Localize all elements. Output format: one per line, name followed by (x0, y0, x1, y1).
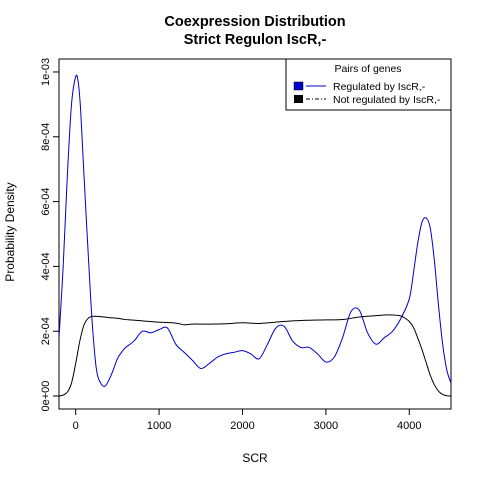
legend-title: Pairs of genes (334, 63, 401, 75)
x-axis: 0 1000 2000 3000 4000 (73, 409, 422, 432)
legend-swatch-regulated (293, 81, 304, 91)
legend-swatch-not-regulated (294, 95, 303, 103)
plot-frame (58, 58, 452, 410)
x-tick-label: 4000 (397, 420, 421, 432)
legend-label-not-regulated: Not regulated by IscR,- (333, 94, 441, 106)
x-tick-label: 2000 (230, 420, 254, 432)
legend-label-regulated: Regulated by IscR,- (333, 81, 426, 93)
y-axis: 0e+00 2e-04 4e-04 6e-04 8e-04 1e-03 (40, 58, 59, 412)
chart-subtitle: Strict Regulon IscR,- (184, 32, 327, 48)
y-tick-label: 6e-04 (40, 188, 52, 216)
series-line-regulated (59, 74, 451, 387)
x-tick-label: 0 (73, 420, 79, 432)
x-tick-label: 3000 (314, 420, 338, 432)
x-axis-label: SCR (242, 451, 268, 465)
legend: Pairs of genes Regulated by IscR,- Not r… (285, 58, 452, 111)
y-tick-label: 0e+00 (40, 381, 52, 412)
y-axis-label: Probability Density (3, 182, 17, 281)
x-tick-label: 1000 (147, 420, 171, 432)
chart-title: Coexpression Distribution (164, 14, 345, 30)
y-tick-label: 8e-04 (40, 123, 52, 151)
legend-box (285, 58, 452, 111)
y-tick-label: 4e-04 (40, 252, 52, 280)
series-line-not-regulated (59, 314, 451, 397)
plot-region (58, 58, 452, 410)
series-layer (59, 74, 451, 397)
y-tick-label: 2e-04 (40, 317, 52, 345)
y-tick-label: 1e-03 (40, 58, 52, 86)
